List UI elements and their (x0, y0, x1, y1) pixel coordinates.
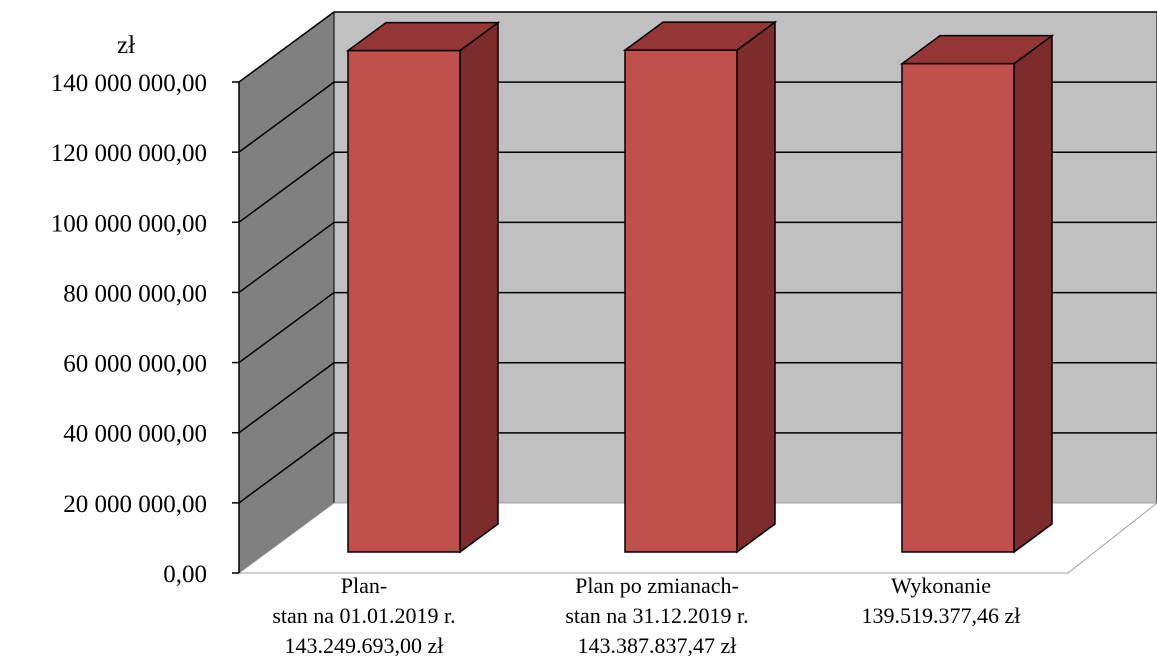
y-tick-label: 0,00 (163, 561, 207, 588)
y-tick-labels: 0,00 20 000 000,00 40 000 000,00 60 000 000… (51, 70, 207, 588)
gridline-side (238, 362, 335, 434)
y-tick-label: 120 000 000,00 (51, 140, 207, 167)
chart-side-wall (238, 11, 335, 574)
y-tick-label: 20 000 000,00 (63, 491, 207, 518)
x-category-label-line: stan na 31.12.2019 r. (565, 603, 748, 628)
x-category-label: Wykonanie 139.519.377,46 zł (862, 573, 1021, 628)
bar-side (736, 20, 776, 554)
bar (899, 34, 1055, 554)
x-category-label-line: stan na 01.01.2019 r. (272, 603, 455, 628)
y-tick-label: 140 000 000,00 (51, 70, 207, 97)
y-unit-label: zł (117, 32, 135, 59)
x-category-label: Plan po zmianach-stan na 31.12.2019 r. 14… (565, 573, 748, 658)
bar-side (1013, 34, 1053, 554)
x-category-label-line: Plan- (341, 573, 387, 598)
x-category-label-line: 143.249.693,00 zł (285, 633, 444, 658)
bar-front (901, 62, 1015, 553)
x-category-label-line: Plan po zmianach- (575, 573, 739, 598)
y-tick-label: 60 000 000,00 (63, 351, 207, 378)
gridline-side (238, 11, 335, 83)
x-category-labels: Plan-stan na 01.01.2019 r. 143.249.693,00… (272, 573, 1020, 658)
gridline-side (238, 291, 335, 364)
x-category-label-line: 143.387.837,47 zł (578, 633, 737, 658)
gridline-side (238, 151, 335, 223)
x-category-label-line: Wykonanie (891, 573, 991, 598)
gridline-side (238, 432, 335, 504)
gridline-side (238, 81, 335, 153)
y-tick-label: 100 000 000,00 (51, 210, 207, 237)
x-category-label: Plan-stan na 01.01.2019 r. 143.249.693,00… (272, 573, 455, 658)
bar-side (459, 21, 499, 554)
bars (345, 20, 1055, 554)
bar-front (624, 49, 738, 553)
y-tick-label: 80 000 000,00 (63, 280, 207, 307)
y-axis (232, 81, 240, 574)
bar (345, 21, 501, 554)
bar (622, 20, 778, 554)
x-category-label-line: 139.519.377,46 zł (862, 603, 1021, 628)
y-tick-label: 40 000 000,00 (63, 421, 207, 448)
bar-front (347, 49, 461, 553)
gridline-side (238, 221, 335, 294)
